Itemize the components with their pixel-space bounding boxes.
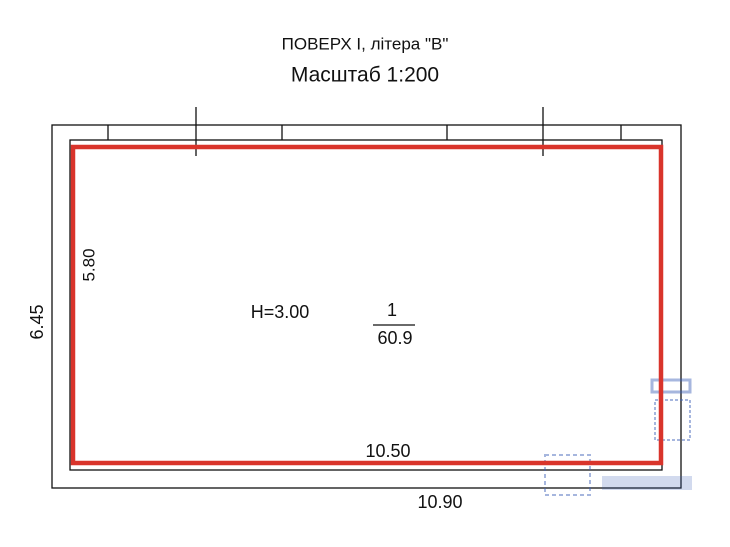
inner-width-label: 10.50 (365, 441, 410, 461)
stamp-mark (650, 378, 692, 394)
stamp-mark (544, 454, 591, 496)
inner-height-label: 5.80 (79, 248, 98, 281)
room-area: 60.9 (377, 328, 412, 348)
stamp-mark (654, 399, 691, 441)
plan-title: ПОВЕРХ I, літера "В" (282, 34, 449, 53)
room-highlight (70, 144, 664, 466)
walls (51, 107, 682, 489)
outer-height-label: 6.45 (27, 304, 47, 339)
outer-wall (51, 124, 682, 489)
room-height: H=3.00 (251, 302, 310, 322)
room-number: 1 (387, 300, 397, 320)
inner-wall (69, 139, 663, 471)
stamp (544, 378, 692, 496)
outer-width-label: 10.90 (417, 492, 462, 512)
plan-scale: Масштаб 1:200 (291, 64, 439, 87)
stamp-mark (602, 476, 692, 490)
